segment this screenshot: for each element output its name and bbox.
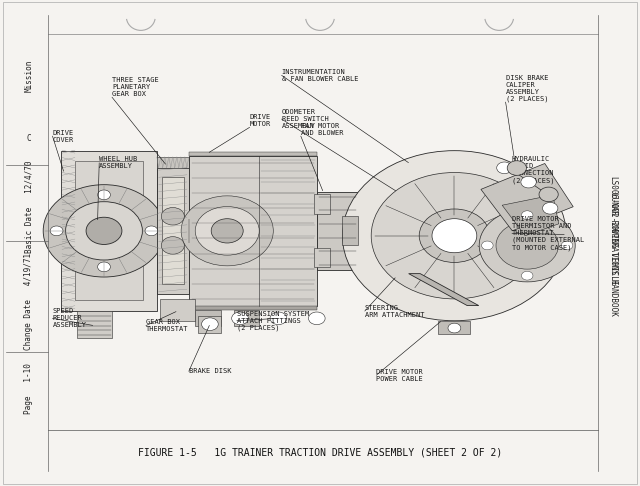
Text: ODOMETER
REED SWITCH
ASSEMBLY: ODOMETER REED SWITCH ASSEMBLY	[282, 109, 328, 129]
Text: INSTRUMENTATION
& FAN BLOWER CABLE: INSTRUMENTATION & FAN BLOWER CABLE	[282, 69, 358, 82]
Polygon shape	[409, 274, 479, 306]
Text: Change Date   4/19/71: Change Date 4/19/71	[24, 253, 33, 350]
Bar	[195, 310, 221, 326]
Circle shape	[539, 187, 558, 202]
Text: DISK BRAKE
CALIPER
ASSEMBLY
(2 PLACES): DISK BRAKE CALIPER ASSEMBLY (2 PLACES)	[506, 74, 548, 102]
Bar	[160, 299, 195, 321]
Text: Mission: Mission	[24, 59, 33, 91]
Circle shape	[232, 312, 248, 325]
Circle shape	[181, 196, 273, 266]
Circle shape	[86, 217, 122, 244]
Circle shape	[308, 312, 325, 325]
Circle shape	[202, 318, 218, 330]
Text: BRAKE DISK: BRAKE DISK	[189, 368, 231, 374]
Text: SPEED
REDUCER
ASSEMBLY: SPEED REDUCER ASSEMBLY	[52, 308, 86, 329]
Text: LS006-002-2H: LS006-002-2H	[609, 176, 618, 232]
Text: SUSPENSION SYSTEM
ATTACH FITTINGS
(2 PLACES): SUSPENSION SYSTEM ATTACH FITTINGS (2 PLA…	[237, 311, 309, 331]
Circle shape	[97, 262, 111, 272]
Text: OPERATIONS HANDBOOK: OPERATIONS HANDBOOK	[609, 228, 618, 316]
Circle shape	[448, 323, 461, 333]
Text: GEAR BOX
THERMOSTAT: GEAR BOX THERMOSTAT	[146, 319, 188, 332]
Bar	[189, 152, 317, 156]
Text: DRIVE
COVER: DRIVE COVER	[52, 130, 74, 142]
Text: WHEEL HUB
ASSEMBLY: WHEEL HUB ASSEMBLY	[99, 156, 138, 169]
Bar	[189, 156, 317, 306]
Bar	[314, 194, 330, 214]
Circle shape	[342, 151, 566, 321]
Bar	[189, 306, 317, 310]
Text: LUNAR ROVING VEHICLE: LUNAR ROVING VEHICLE	[609, 192, 618, 284]
Circle shape	[521, 176, 536, 188]
Circle shape	[419, 209, 490, 262]
Circle shape	[44, 185, 165, 277]
Bar	[314, 248, 330, 267]
Circle shape	[481, 241, 493, 250]
Text: DRIVE MOTOR
POWER CABLE: DRIVE MOTOR POWER CABLE	[376, 369, 423, 382]
Bar	[438, 321, 470, 334]
Bar	[157, 168, 189, 294]
Text: FIGURE 1-5   1G TRAINER TRACTION DRIVE ASSEMBLY (SHEET 2 OF 2): FIGURE 1-5 1G TRAINER TRACTION DRIVE ASS…	[138, 448, 502, 458]
Text: STEERING
ARM ATTACHMENT: STEERING ARM ATTACHMENT	[365, 305, 424, 317]
Bar	[75, 161, 143, 300]
Circle shape	[65, 202, 143, 260]
Circle shape	[522, 211, 533, 220]
Polygon shape	[481, 163, 573, 231]
Circle shape	[543, 203, 558, 214]
Circle shape	[432, 219, 477, 253]
Text: Page   1-10: Page 1-10	[24, 364, 33, 414]
Circle shape	[508, 161, 527, 175]
Circle shape	[161, 208, 184, 225]
Text: C: C	[26, 134, 31, 143]
Circle shape	[479, 209, 575, 282]
Circle shape	[496, 222, 559, 269]
Circle shape	[371, 173, 538, 299]
Circle shape	[145, 226, 158, 236]
Bar	[198, 316, 221, 333]
Text: DRIVE MOTOR
THERMISTOR AND
THERMOSTAT
(MOUNTED EXTERNAL
TO MOTOR CASE): DRIVE MOTOR THERMISTOR AND THERMOSTAT (M…	[512, 216, 584, 251]
Text: THREE STAGE
PLANETARY
GEAR BOX: THREE STAGE PLANETARY GEAR BOX	[112, 77, 159, 97]
Circle shape	[270, 312, 287, 325]
Circle shape	[97, 190, 111, 200]
Bar	[234, 310, 259, 326]
Text: Basic Date   12/4/70: Basic Date 12/4/70	[24, 160, 33, 253]
Text: HYDRAULIC
FLUID
CONNECTION
(2 PLACES): HYDRAULIC FLUID CONNECTION (2 PLACES)	[512, 156, 554, 184]
Circle shape	[161, 237, 184, 254]
Circle shape	[50, 226, 63, 236]
Circle shape	[195, 207, 259, 255]
Circle shape	[211, 219, 243, 243]
Bar	[162, 177, 184, 284]
Bar	[317, 192, 358, 270]
Bar	[157, 157, 189, 168]
Bar	[77, 311, 112, 338]
Text: DRIVE
MOTOR: DRIVE MOTOR	[250, 114, 271, 127]
Polygon shape	[502, 195, 559, 236]
Text: FAN MOTOR
AND BLOWER: FAN MOTOR AND BLOWER	[301, 123, 343, 136]
Circle shape	[561, 241, 573, 250]
Bar	[61, 151, 157, 311]
Circle shape	[522, 271, 533, 280]
FancyBboxPatch shape	[3, 2, 637, 484]
Circle shape	[497, 162, 512, 174]
Bar	[342, 216, 358, 245]
